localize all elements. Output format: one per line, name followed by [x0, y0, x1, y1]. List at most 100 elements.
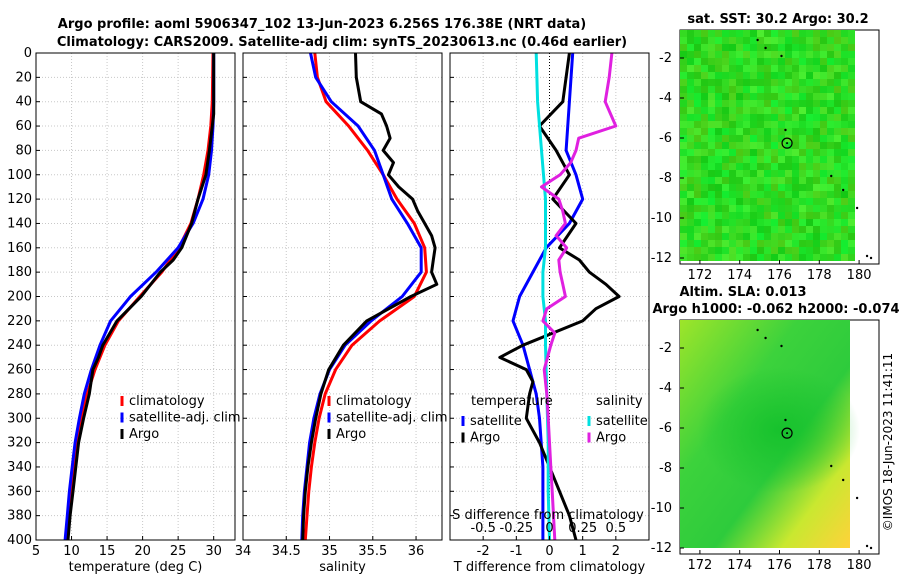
sst-cell	[806, 100, 813, 107]
sst-cell	[687, 114, 694, 121]
x-tick-label: 1	[579, 544, 587, 559]
map-y-tick-label: -6	[659, 131, 672, 146]
sst-cell	[813, 149, 820, 156]
sst-cell	[806, 51, 813, 58]
salinity-panel: 34 34.5 35 35.5 36 salinity climatology satelli…	[235, 52, 448, 575]
sst-cell	[799, 79, 806, 86]
sst-cell	[764, 191, 771, 198]
legend-salinity-satellite-label: satellite	[596, 414, 648, 429]
island-marker	[830, 174, 833, 178]
sst-cell	[785, 30, 792, 37]
sst-cell	[771, 156, 778, 163]
island-marker	[865, 544, 869, 548]
sst-cell	[729, 205, 736, 212]
sst-cell	[750, 114, 757, 121]
sst-cell	[785, 156, 792, 163]
sst-cell	[841, 177, 848, 184]
sst-cell	[715, 247, 722, 254]
sst-cell	[680, 240, 687, 247]
sst-cell	[806, 226, 813, 233]
sst-cell	[820, 30, 827, 37]
sst-cell	[680, 156, 687, 163]
sst-cell	[722, 44, 729, 51]
sst-cell	[841, 93, 848, 100]
sst-cell	[722, 114, 729, 121]
sst-cell	[729, 128, 736, 135]
sst-cell	[820, 184, 827, 191]
sst-cell	[806, 114, 813, 121]
sst-cell	[813, 233, 820, 240]
legend-temperature-argo-label: Argo	[470, 431, 500, 446]
sst-cell	[743, 44, 750, 51]
sst-cell	[813, 135, 820, 142]
sst-cell	[736, 86, 743, 93]
sst-cell	[792, 72, 799, 79]
sst-cell	[715, 177, 722, 184]
sst-cell	[708, 65, 715, 72]
sst-cell	[729, 226, 736, 233]
sst-cell	[764, 100, 771, 107]
argo-position-dot	[786, 142, 789, 145]
sst-cell	[687, 128, 694, 135]
island-marker	[855, 206, 859, 210]
sst-cell	[820, 128, 827, 135]
sst-cell	[834, 233, 841, 240]
sst-cell	[771, 177, 778, 184]
sst-cell	[792, 114, 799, 121]
sst-cell	[757, 198, 764, 205]
sst-cell	[757, 247, 764, 254]
sst-cell	[708, 58, 715, 65]
sst-cell	[715, 86, 722, 93]
sst-cell	[827, 135, 834, 142]
sst-cell	[764, 142, 771, 149]
sst-cell	[743, 170, 750, 177]
sst-cell	[806, 254, 813, 261]
sst-cell	[834, 51, 841, 58]
island-marker	[869, 256, 873, 260]
sst-cell	[694, 163, 701, 170]
sst-cell	[750, 107, 757, 114]
sst-cell	[701, 30, 708, 37]
sst-cell	[792, 100, 799, 107]
sst-cell	[764, 114, 771, 121]
x-tick-label: -2	[477, 544, 490, 559]
x-tick-label: 0	[545, 544, 553, 559]
series-argo-line	[66, 53, 216, 541]
sst-cell	[729, 65, 736, 72]
sst-cell	[806, 72, 813, 79]
sst-cell	[785, 247, 792, 254]
sst-cell	[708, 170, 715, 177]
sst-cell	[680, 149, 687, 156]
sst-cell	[750, 254, 757, 261]
argo-position-marker	[781, 427, 793, 439]
sst-cell	[708, 149, 715, 156]
sst-cell	[834, 142, 841, 149]
sst-cell	[736, 177, 743, 184]
sst-cell	[848, 142, 855, 149]
sst-cell	[799, 93, 806, 100]
sst-cell	[799, 247, 806, 254]
sst-cell	[708, 135, 715, 142]
sst-cell	[841, 184, 848, 191]
sst-cell	[757, 128, 764, 135]
sst-cell	[785, 191, 792, 198]
sst-cell	[750, 128, 757, 135]
sst-cell	[750, 149, 757, 156]
sst-cell	[687, 191, 694, 198]
sst-cell	[750, 247, 757, 254]
sst-cell	[743, 240, 750, 247]
sst-cell	[715, 44, 722, 51]
sst-cell	[708, 44, 715, 51]
sst-cell	[806, 191, 813, 198]
y-tick-label: 80	[15, 143, 32, 158]
sst-cell	[687, 100, 694, 107]
sst-cell	[848, 177, 855, 184]
sst-cell	[680, 205, 687, 212]
sst-cell	[834, 65, 841, 72]
sst-cell	[820, 163, 827, 170]
sst-cell	[792, 51, 799, 58]
sst-cell	[792, 86, 799, 93]
sst-cell	[778, 170, 785, 177]
sst-cell	[722, 86, 729, 93]
island-marker	[780, 54, 783, 58]
